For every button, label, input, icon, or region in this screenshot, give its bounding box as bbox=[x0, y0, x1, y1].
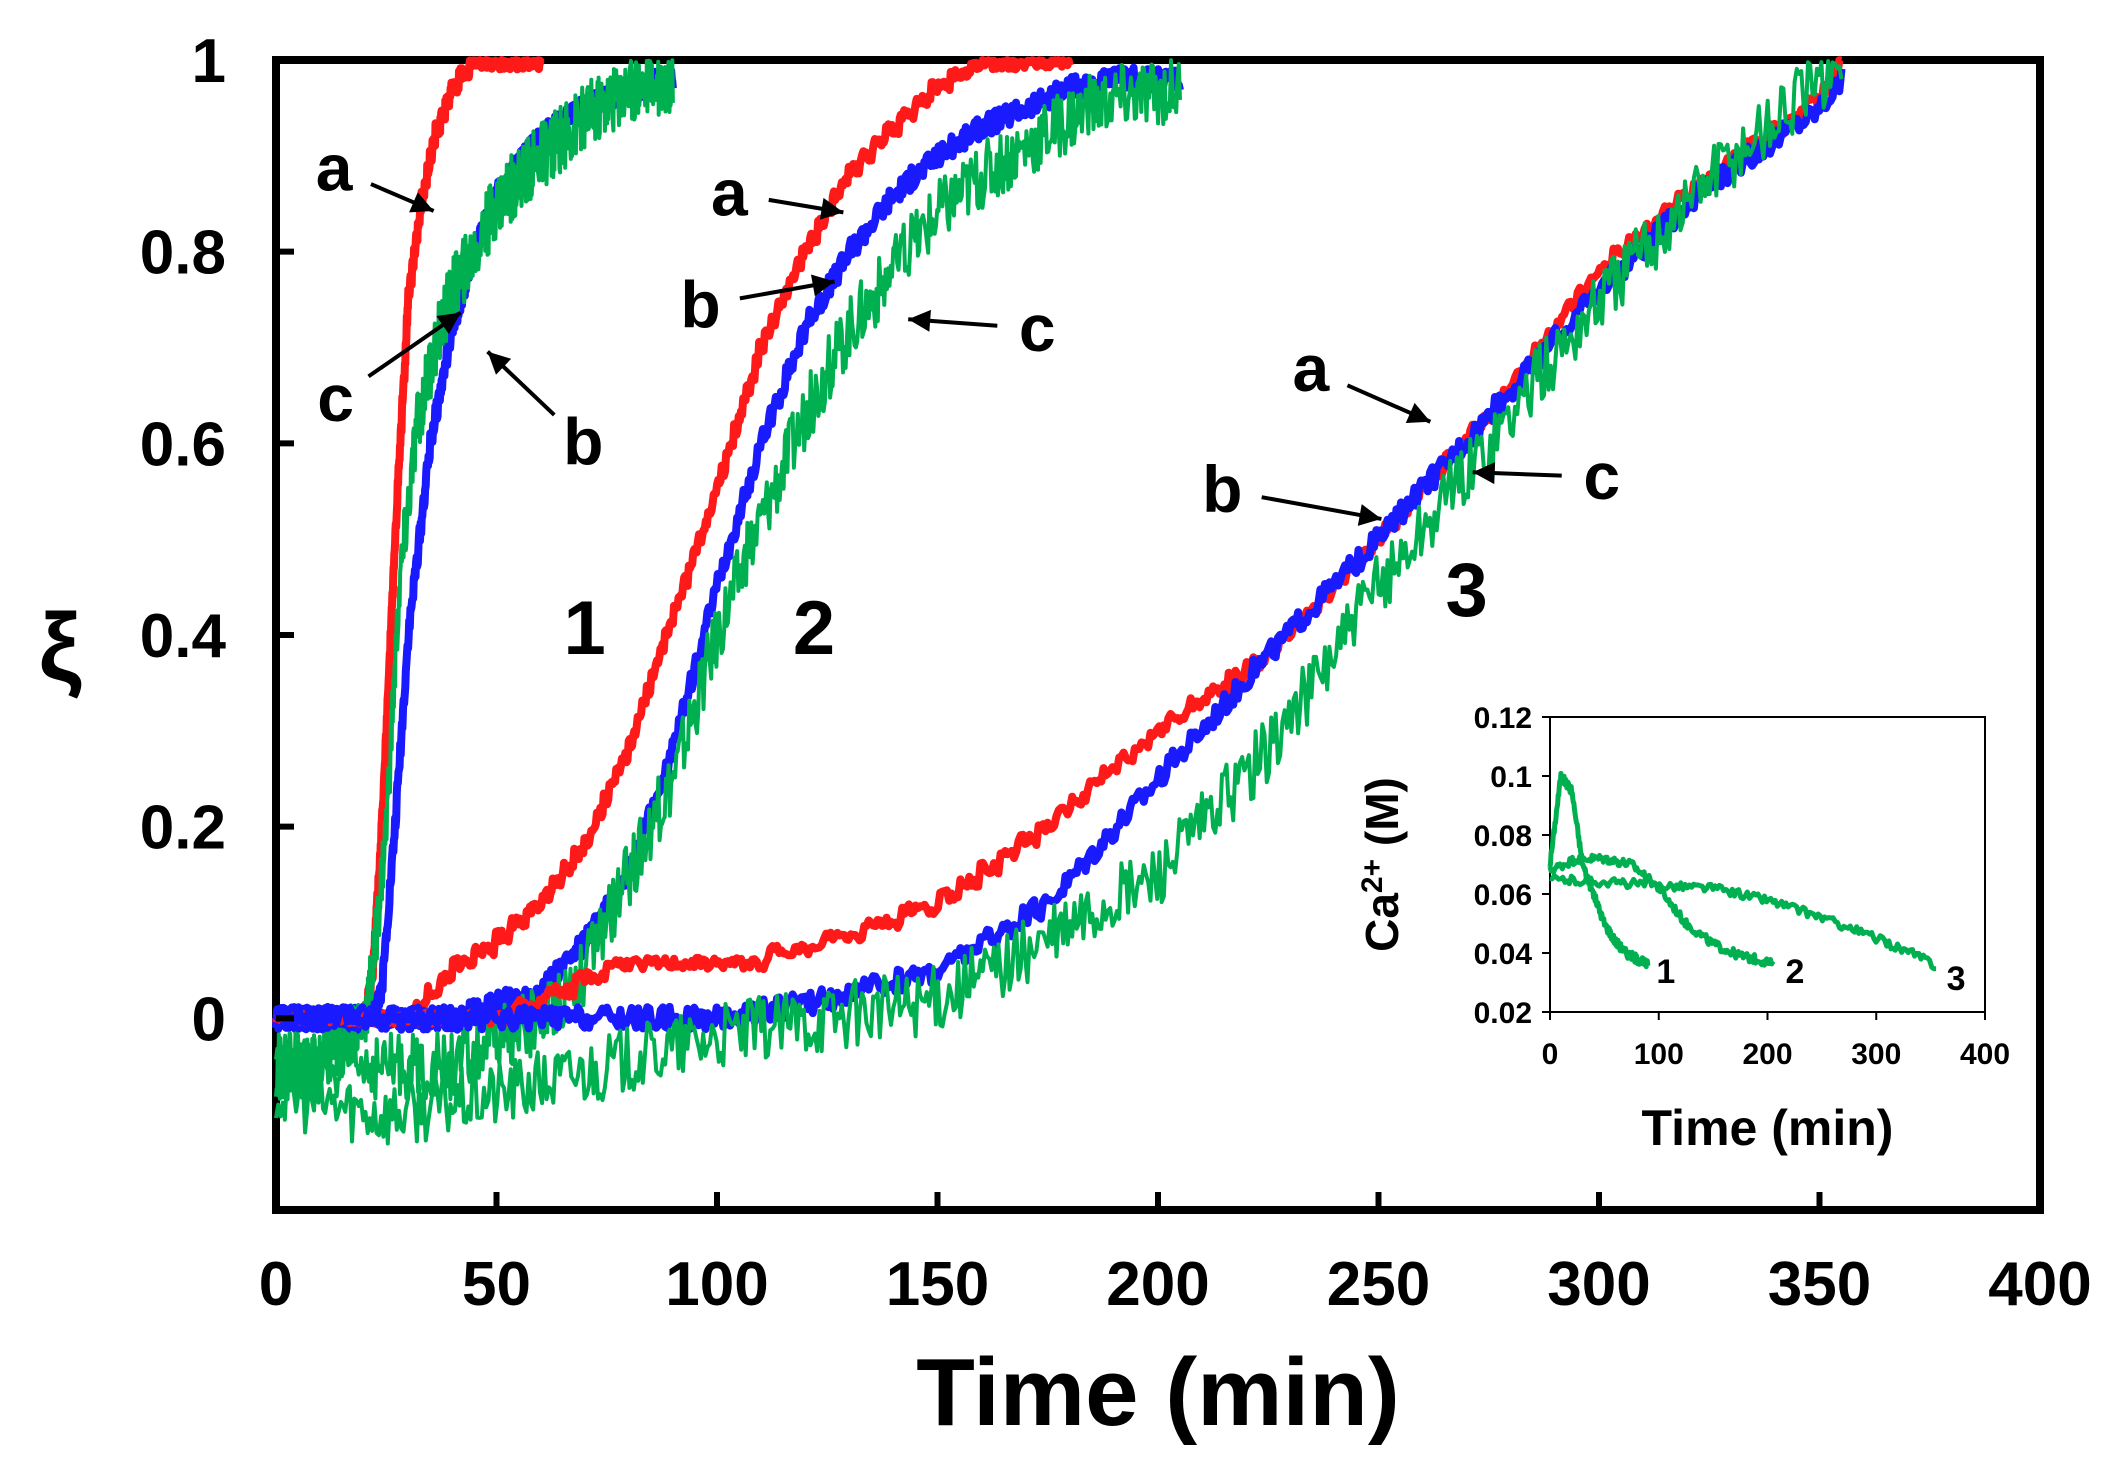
annotation-label-3-b: b bbox=[1202, 452, 1242, 526]
x-tick-label: 0 bbox=[259, 1250, 293, 1319]
group-label-3: 3 bbox=[1446, 548, 1488, 633]
annotation-label-2-a: a bbox=[711, 155, 749, 229]
inset-y-tick-label: 0.1 bbox=[1490, 761, 1532, 794]
y-tick-label: 0 bbox=[192, 985, 226, 1054]
inset-x-axis-title: Time (min) bbox=[1642, 1100, 1894, 1156]
series-line-2-c bbox=[274, 58, 1182, 1102]
y-tick-label: 0.8 bbox=[140, 219, 226, 288]
inset-x-tick-label: 100 bbox=[1634, 1038, 1684, 1071]
x-tick-label: 50 bbox=[462, 1250, 531, 1319]
annotation-arrowhead-1-b bbox=[487, 351, 512, 375]
group-label-1: 1 bbox=[564, 586, 606, 671]
y-tick-label: 0.4 bbox=[140, 602, 227, 671]
y-axis-title: ξ bbox=[39, 594, 82, 701]
x-tick-label: 400 bbox=[1988, 1250, 2091, 1319]
inset-ticks-layer: 0 100 200 300 400 0.02 0.04 0.06 0.08 0.1 0.12 bbox=[1474, 702, 2010, 1071]
inset-series-label-3: 3 bbox=[1947, 960, 1966, 998]
series-line-3-c bbox=[274, 59, 1844, 1146]
inset-y-tick-label: 0.04 bbox=[1474, 938, 1533, 971]
annotation-arrowhead-1-a bbox=[409, 192, 434, 213]
annotation-arrowhead-3-c bbox=[1472, 462, 1496, 485]
series-line-3-b bbox=[272, 68, 1846, 1034]
inset-y-axis-title-unit: (M) bbox=[1356, 777, 1408, 859]
y-tick-label: 0.2 bbox=[140, 794, 226, 863]
inset-y-axis-title-main: Ca bbox=[1356, 893, 1408, 952]
annotation-arrowhead-2-a bbox=[819, 197, 844, 220]
annotation-arrowhead-3-b bbox=[1357, 504, 1382, 526]
x-tick-label: 150 bbox=[886, 1250, 989, 1319]
main-ticks-layer: 0 50 100 150 200 250 300 350 400 0 0.2 0.4 0.6 0.8 1 bbox=[140, 27, 2092, 1319]
annotation-label-1-a: a bbox=[316, 130, 354, 204]
annotation-label-1-c: c bbox=[317, 361, 354, 435]
inset-series-line-3 bbox=[1549, 873, 1937, 972]
x-tick-label: 250 bbox=[1327, 1250, 1430, 1319]
x-tick-label: 350 bbox=[1768, 1250, 1871, 1319]
annotation-label-1-b: b bbox=[563, 405, 603, 479]
inset-x-tick-label: 300 bbox=[1851, 1038, 1901, 1071]
inset-series-label-2: 2 bbox=[1785, 953, 1804, 991]
annotation-label-2-c: c bbox=[1019, 291, 1056, 365]
inset-y-tick-label: 0.12 bbox=[1474, 702, 1532, 735]
inset-plot-frame bbox=[1549, 716, 1986, 1013]
x-axis-title: Time (min) bbox=[916, 1339, 1400, 1446]
annotation-label-3-c: c bbox=[1583, 439, 1620, 513]
series-line-3-a bbox=[272, 56, 1844, 1028]
annotation-arrowhead-2-b bbox=[810, 274, 835, 297]
y-tick-label: 0.6 bbox=[140, 410, 226, 479]
inset-y-tick-label: 0.08 bbox=[1474, 820, 1532, 853]
annotation-arrowhead-1-c bbox=[436, 312, 461, 335]
inset-series-layer: 1 2 3 bbox=[1547, 770, 1966, 998]
main-series-layer bbox=[272, 56, 1846, 1146]
annotation-label-3-a: a bbox=[1292, 331, 1330, 405]
inset-x-tick-label: 0 bbox=[1542, 1038, 1559, 1071]
inset-y-axis-title: Ca2+ (M) bbox=[1356, 777, 1409, 952]
inset-series-label-1: 1 bbox=[1656, 953, 1675, 991]
annotation-arrowhead-3-a bbox=[1405, 402, 1431, 423]
inset-y-axis-title-superscript: 2+ bbox=[1356, 859, 1389, 893]
group-label-2: 2 bbox=[793, 586, 835, 671]
inset-y-tick-label: 0.06 bbox=[1474, 879, 1532, 912]
main-plot: 0 50 100 150 200 250 300 350 400 0 0.2 0.4 0.6 0.8 1 a… bbox=[39, 27, 2092, 1446]
x-tick-label: 200 bbox=[1106, 1250, 1209, 1319]
inset-y-tick-label: 0.02 bbox=[1474, 997, 1532, 1030]
annotation-label-2-b: b bbox=[680, 267, 720, 341]
inset-x-tick-label: 400 bbox=[1960, 1038, 2010, 1071]
x-tick-label: 300 bbox=[1547, 1250, 1650, 1319]
inset-x-tick-label: 200 bbox=[1742, 1038, 1792, 1071]
annotation-arrowhead-2-c bbox=[908, 309, 931, 332]
inset-series-line-1 bbox=[1547, 770, 1651, 970]
y-tick-label: 1 bbox=[192, 27, 226, 96]
inset-plot: 1 2 3 0 100 200 300 400 0.02 0.04 0.06 0.08 0.1 0.12… bbox=[1356, 702, 2011, 1156]
x-tick-label: 100 bbox=[665, 1250, 768, 1319]
